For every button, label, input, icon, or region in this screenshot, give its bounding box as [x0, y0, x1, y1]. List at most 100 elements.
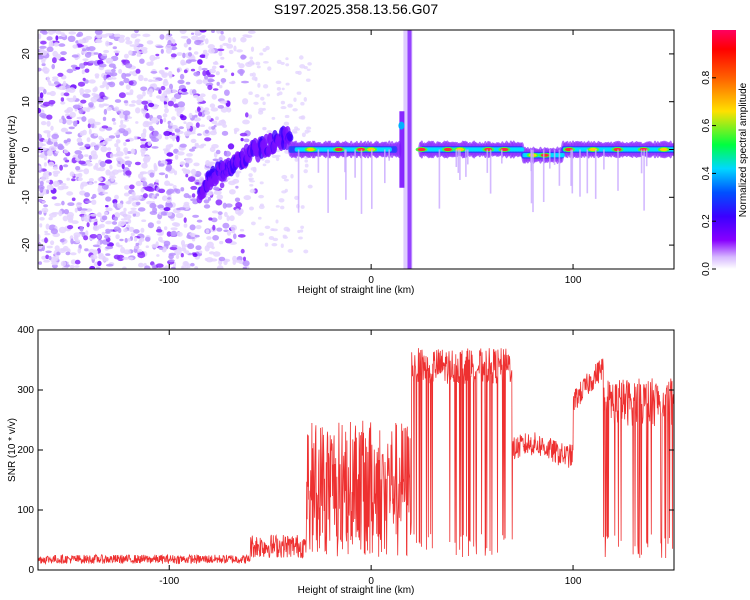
sparse-blob: [280, 100, 286, 105]
spike: [594, 149, 597, 199]
noise-blob: [182, 52, 186, 59]
noise-blob: [117, 157, 123, 162]
spectrogram-x-ticks: -100 0 100: [159, 30, 582, 286]
noise-blob: [117, 223, 125, 227]
noise-blob: [237, 234, 246, 238]
noise-blob: [177, 79, 185, 85]
noise-blob: [41, 30, 48, 35]
noise-blob: [207, 84, 213, 91]
noise-blob: [163, 130, 171, 137]
noise-blob: [189, 232, 195, 237]
noise-blob: [211, 210, 219, 214]
y-tick-label: 0: [21, 146, 32, 152]
spike: [553, 149, 556, 165]
noise-blob: [159, 34, 165, 40]
noise-blob: [68, 31, 77, 35]
noise-blob: [153, 165, 158, 172]
noise-blob: [204, 107, 210, 112]
noise-blob: [58, 210, 63, 217]
noise-blob: [145, 245, 149, 248]
spectrogram-x-label: Height of straight line (km): [298, 285, 415, 296]
noise-blob: [113, 226, 121, 232]
colorbar-tick-label: 0.0: [701, 262, 712, 276]
noise-blob: [134, 195, 143, 201]
noise-blob: [71, 54, 79, 58]
noise-blob: [165, 88, 172, 95]
noise-blob: [223, 150, 231, 157]
noise-blob: [134, 39, 140, 47]
noise-blob: [178, 126, 184, 130]
noise-blob: [201, 35, 206, 38]
noise-blob: [127, 163, 131, 168]
noise-blob: [192, 214, 200, 218]
noise-blob: [199, 124, 206, 127]
noise-blob: [159, 118, 163, 125]
sparse-blob: [300, 225, 305, 229]
noise-blob: [227, 143, 235, 150]
y-tick-label: 300: [17, 385, 34, 396]
noise-blob: [123, 214, 132, 220]
noise-blob: [67, 217, 74, 223]
spike: [455, 149, 458, 167]
noise-blob: [166, 188, 175, 194]
noise-blob: [239, 69, 244, 76]
noise-blob: [70, 259, 77, 265]
noise-blob: [149, 202, 157, 209]
noise-blob: [121, 266, 127, 269]
noise-blob: [78, 108, 84, 115]
colorbar-tick-label: 0.2: [701, 214, 712, 228]
noise-blob: [85, 107, 91, 113]
noise-blob: [131, 191, 136, 196]
noise-blob: [155, 179, 160, 183]
spike: [345, 149, 347, 200]
noise-blob: [250, 46, 255, 52]
spike: [327, 149, 329, 213]
noise-blob: [158, 188, 166, 194]
spike: [530, 149, 532, 172]
noise-blob: [198, 111, 203, 117]
sparse-blob: [292, 108, 298, 112]
noise-blob: [135, 121, 139, 124]
noise-blob: [204, 75, 209, 80]
noise-blob: [166, 199, 171, 204]
x-tick-label: -100: [159, 275, 179, 286]
noise-blob: [69, 111, 76, 118]
noise-blob: [113, 202, 118, 208]
noise-blob: [242, 98, 249, 105]
noise-blob: [196, 79, 203, 85]
chart-title: S197.2025.358.13.56.G07: [274, 1, 438, 17]
sparse-blob: [271, 116, 276, 120]
noise-blob: [211, 217, 218, 223]
noise-blob: [103, 211, 108, 216]
sparse-blob: [251, 76, 258, 81]
noise-blob: [106, 106, 112, 111]
sparse-blob: [254, 93, 260, 98]
noise-blob: [123, 78, 130, 84]
noise-blob: [167, 100, 174, 107]
noise-blob: [110, 73, 114, 76]
noise-blob: [165, 202, 174, 209]
noise-blob: [66, 68, 74, 74]
noise-blob: [218, 34, 226, 42]
spike: [501, 149, 503, 164]
sparse-blob: [276, 92, 280, 97]
y-tick-label: 10: [21, 96, 32, 108]
noise-blob: [38, 141, 44, 148]
streak-spot: [398, 121, 405, 130]
noise-blob: [183, 217, 187, 223]
noise-blob: [240, 137, 244, 142]
noise-blob: [224, 211, 228, 217]
noise-blob: [171, 132, 175, 136]
noise-blob: [73, 120, 78, 127]
noise-blob: [226, 215, 230, 222]
noise-blob: [141, 219, 147, 222]
noise-blob: [205, 160, 211, 167]
noise-blob: [73, 235, 78, 241]
noise-blob: [164, 135, 169, 140]
noise-blob: [183, 223, 188, 228]
noise-blob: [89, 182, 93, 186]
noise-blob: [148, 125, 154, 131]
sparse-blob: [304, 163, 309, 168]
noise-blob: [186, 234, 191, 239]
noise-blob: [38, 237, 41, 244]
